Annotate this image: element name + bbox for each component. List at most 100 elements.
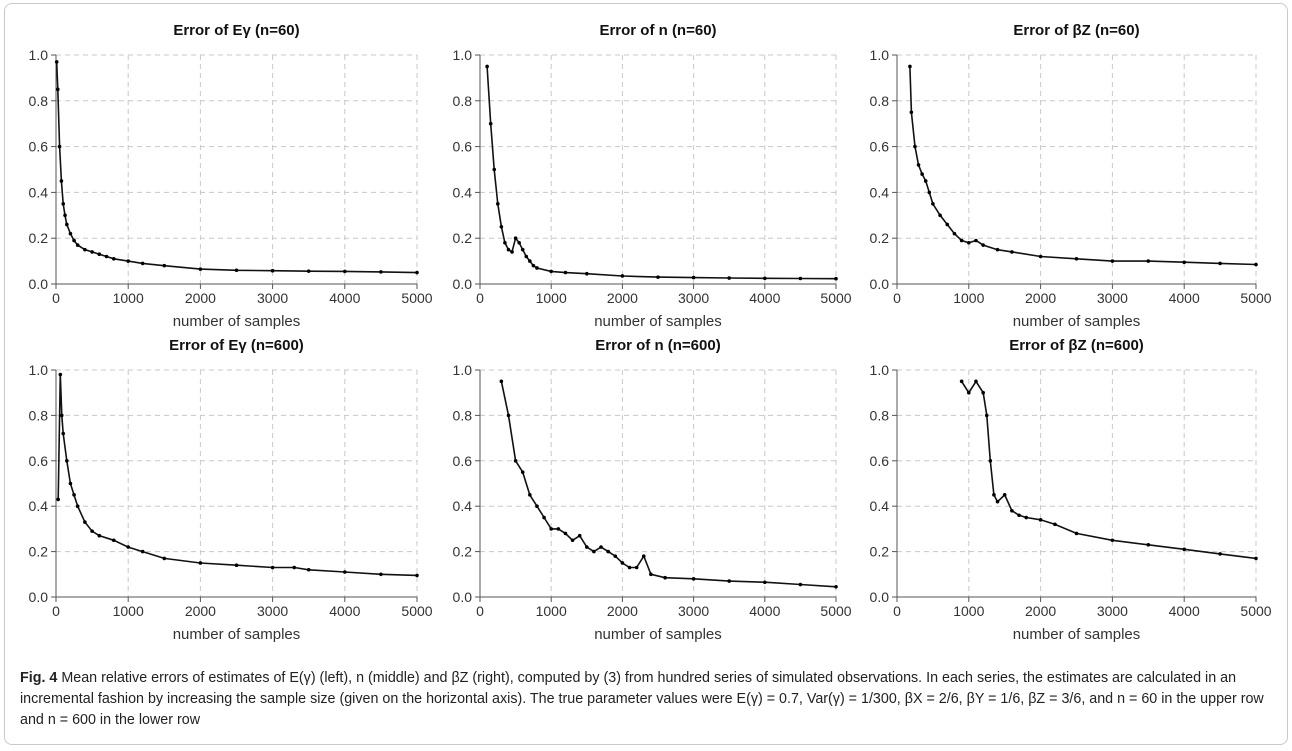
data-point	[606, 549, 610, 554]
data-point	[306, 567, 311, 572]
data-point	[959, 379, 964, 384]
x-tick-label: 1000	[536, 603, 567, 619]
y-tick-label: 1.0	[870, 47, 890, 63]
data-point	[513, 459, 518, 463]
chart-panel-2: Error of n (n=60) 0 1000 2000 3000 4000 5000 0.…	[453, 22, 852, 330]
data-point	[97, 252, 102, 257]
data-point	[974, 238, 978, 243]
chart-panel-5: Error of n (n=600) 0 1000 2000 3000 4000 5000 0…	[453, 337, 852, 643]
data-point	[162, 263, 167, 268]
y-tick-label: 0.8	[870, 407, 890, 423]
data-point	[798, 582, 803, 587]
series-line	[960, 379, 1257, 560]
data-point	[379, 572, 383, 577]
chart-title: Error of Eγ (n=60)	[173, 22, 299, 39]
y-tick-label: 1.0	[29, 47, 49, 63]
data-point	[61, 431, 66, 436]
data-point	[535, 504, 539, 509]
data-point	[1074, 257, 1079, 261]
data-point	[763, 276, 767, 281]
data-point	[649, 572, 653, 577]
chart-title: Error of n (n=600)	[595, 337, 720, 354]
x-tick-label: 4000	[329, 290, 360, 306]
data-point	[90, 250, 94, 254]
data-point	[56, 87, 60, 92]
chart-title: Error of βZ (n=600)	[1009, 337, 1144, 354]
data-point	[292, 565, 297, 570]
data-point	[1110, 538, 1115, 543]
data-point	[691, 275, 696, 280]
x-tick-label: 1000	[953, 290, 984, 306]
y-tick-label: 0.4	[870, 498, 890, 514]
data-point	[549, 527, 553, 531]
data-point	[72, 493, 76, 497]
data-point	[592, 549, 596, 554]
x-tick-label: 3000	[678, 290, 709, 306]
data-point	[379, 270, 383, 274]
data-point	[499, 224, 504, 229]
data-point	[510, 250, 514, 254]
series-line	[57, 374, 418, 577]
data-point	[959, 238, 964, 243]
data-point	[234, 268, 239, 273]
y-tick-label: 1.0	[453, 47, 473, 63]
y-tick-label: 0.8	[453, 407, 473, 423]
data-point	[506, 247, 511, 252]
y-tick-label: 0.2	[870, 230, 890, 246]
y-tick-label: 0.6	[29, 139, 49, 155]
x-tick-label: 3000	[257, 290, 288, 306]
data-point	[834, 276, 838, 281]
y-tick-label: 0.6	[453, 139, 473, 155]
data-point	[967, 240, 971, 245]
data-point	[556, 527, 561, 531]
data-point	[517, 240, 521, 245]
x-tick-label: 5000	[1240, 603, 1271, 619]
x-axis-label: number of samples	[173, 626, 301, 643]
data-point	[691, 577, 696, 581]
data-point	[270, 565, 275, 570]
y-tick-label: 0.0	[29, 276, 49, 292]
x-tick-label: 1000	[536, 290, 567, 306]
x-tick-label: 5000	[1240, 290, 1271, 306]
data-point	[599, 545, 603, 549]
data-point	[499, 379, 504, 384]
data-point	[65, 222, 69, 227]
data-point	[570, 538, 575, 543]
x-axis-label: number of samples	[594, 313, 722, 330]
y-tick-label: 0.4	[870, 184, 890, 200]
x-tick-label: 5000	[401, 290, 432, 306]
y-tick-label: 1.0	[870, 362, 890, 378]
data-point	[620, 561, 625, 565]
data-point	[126, 545, 130, 549]
x-tick-label: 2000	[185, 603, 216, 619]
data-point	[68, 481, 73, 486]
chart-panel-4: Error of Eγ (n=600) 0 1000 2000 3000 4000 5000…	[29, 337, 433, 643]
data-point	[415, 270, 419, 275]
data-point	[503, 240, 507, 245]
y-tick-label: 0.8	[453, 93, 473, 109]
data-point	[1254, 556, 1258, 561]
y-tick-label: 0.6	[453, 453, 473, 469]
y-tick-label: 0.6	[870, 139, 890, 155]
data-point	[83, 520, 87, 524]
data-point	[542, 515, 546, 520]
y-tick-label: 0.0	[29, 589, 49, 605]
figure-caption: Fig. 4 Mean relative errors of estimates…	[20, 668, 1275, 731]
data-point	[1218, 261, 1222, 266]
data-point	[1002, 493, 1007, 497]
caption-text: Mean relative errors of estimates of E(γ…	[20, 670, 1264, 728]
data-point	[627, 565, 632, 570]
data-point	[140, 261, 145, 266]
data-point	[198, 561, 203, 565]
data-point	[798, 276, 803, 281]
data-point	[59, 413, 64, 418]
y-tick-label: 0.0	[453, 276, 473, 292]
data-point	[306, 269, 311, 273]
y-tick-label: 0.2	[870, 544, 890, 560]
y-tick-label: 0.0	[870, 589, 890, 605]
data-point	[65, 459, 69, 463]
x-tick-label: 3000	[678, 603, 709, 619]
x-axis-label: number of samples	[173, 313, 301, 330]
x-tick-label: 4000	[329, 603, 360, 619]
data-point	[727, 276, 731, 280]
